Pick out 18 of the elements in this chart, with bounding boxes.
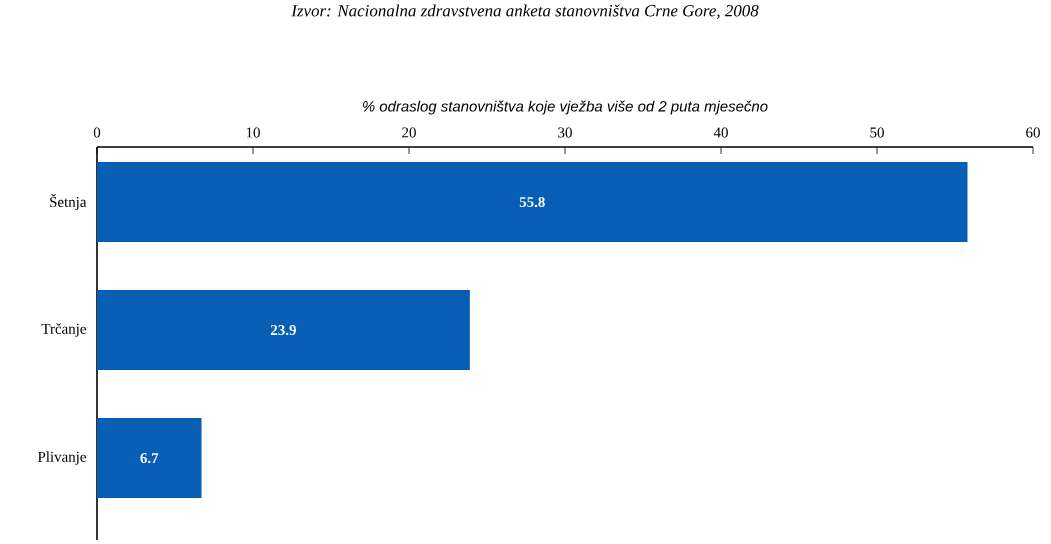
bar (97, 290, 470, 371)
data-label: 6.7 (140, 453, 159, 464)
x-tick-label: 0 (93, 127, 101, 138)
y-tick-label: Šetnja (50, 194, 87, 211)
y-tick-label: Plivanje (37, 451, 86, 465)
text: Izvor: Nacionalna zdravstvena anketa stanovništva Crne Gore, 2008 (291, 4, 759, 19)
bar (97, 162, 968, 243)
x-tick-label: 60 (1026, 127, 1040, 138)
x-tick-label: 50 (870, 127, 884, 138)
x-axis-title: % odraslog stanovništva koje vježba više od 2 puta mjesečno (362, 100, 768, 115)
data-label: 23.9 (270, 325, 296, 336)
x-tick-label: 40 (713, 127, 728, 138)
data-label: 55.8 (519, 196, 545, 208)
bar (97, 418, 202, 499)
x-tick-label: 10 (246, 127, 260, 138)
y-tick-label: Trčanje (41, 323, 86, 337)
x-tick-label: 20 (402, 127, 416, 138)
x-tick-label: 30 (558, 127, 572, 138)
